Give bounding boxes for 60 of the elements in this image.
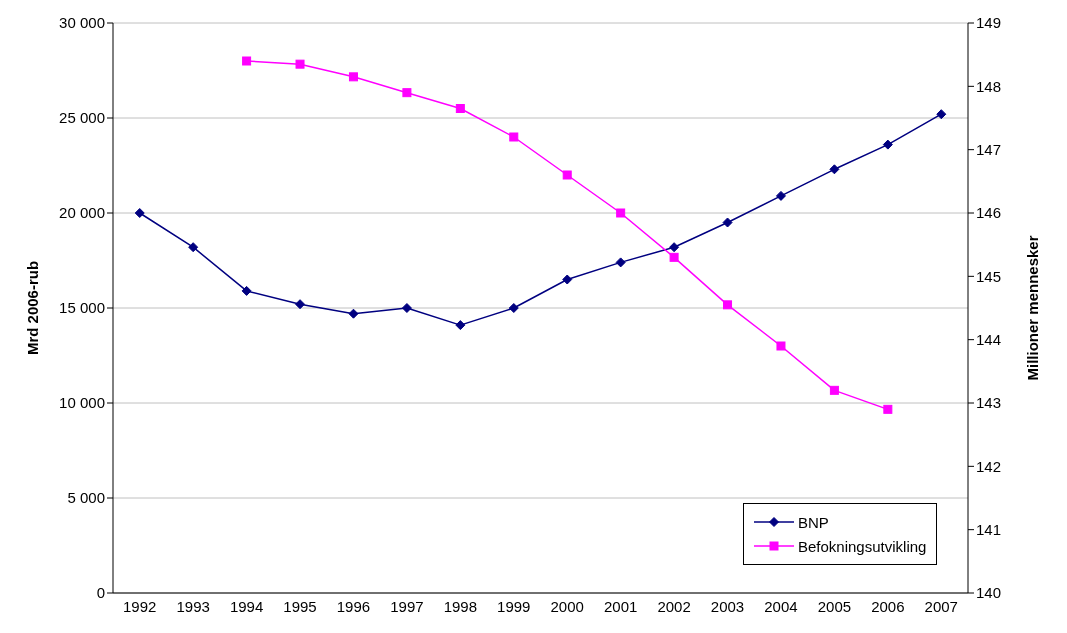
point: [562, 170, 572, 180]
point: [455, 320, 466, 331]
point: [723, 300, 733, 310]
y-tick-label: 5 000: [67, 489, 105, 507]
x-tick-label: 2003: [710, 597, 745, 615]
y2-tick-label: 146: [976, 204, 1002, 222]
x-tick-label: 2002: [657, 597, 691, 615]
y-tick-label: 0: [96, 584, 105, 602]
x-tick-label: 2001: [603, 597, 638, 615]
y2-tick-label: 147: [976, 140, 1002, 158]
x-tick-label: 1995: [283, 597, 317, 615]
point: [616, 208, 626, 218]
y2-tick-label: 145: [976, 267, 1002, 285]
point: [722, 217, 733, 228]
point: [615, 257, 626, 268]
point: [776, 341, 786, 351]
y2-tick-label: 140: [976, 584, 1002, 602]
y-tick-label: 20 000: [59, 204, 105, 222]
point: [242, 56, 252, 66]
x-tick-label: 2006: [871, 597, 905, 615]
legend-label: BNP: [798, 513, 829, 531]
x-tick-label: 1994: [229, 597, 264, 615]
point: [241, 285, 252, 296]
y-tick-label: 30 000: [59, 14, 105, 32]
x-tick-label: 1993: [176, 597, 210, 615]
y2-tick-label: 142: [976, 457, 1002, 475]
x-tick-label: 2007: [924, 597, 958, 615]
point: [829, 385, 839, 395]
point: [936, 109, 947, 120]
point: [348, 72, 358, 82]
point: [562, 274, 573, 285]
point: [134, 208, 145, 218]
point: [508, 303, 519, 313]
x-tick-label: 1998: [443, 597, 478, 615]
x-tick-label: 2000: [550, 597, 584, 615]
y2-tick-label: 148: [976, 77, 1002, 95]
x-tick-label: 2005: [817, 597, 852, 615]
point: [348, 308, 359, 319]
y-tick-label: 15 000: [59, 299, 105, 317]
x-tick-label: 1996: [336, 597, 371, 615]
y2-tick-label: 149: [976, 14, 1002, 32]
point: [669, 252, 679, 262]
y2-tick-label: 144: [976, 330, 1002, 348]
point: [882, 139, 893, 150]
point: [455, 104, 465, 113]
x-tick-label: 1992: [123, 597, 157, 615]
legend-label: Befokningsutvikling: [798, 537, 927, 555]
y2-tick-label: 143: [976, 394, 1002, 412]
y-tick-label: 25 000: [59, 109, 105, 127]
y2-axis-title: Millioner mennesker: [1024, 235, 1042, 381]
x-tick-label: 1997: [390, 597, 424, 615]
point: [401, 303, 412, 313]
point: [295, 299, 306, 310]
point: [883, 404, 893, 414]
point: [295, 59, 305, 69]
y2-tick-label: 141: [976, 520, 1002, 538]
x-tick-label: 1999: [497, 597, 531, 615]
x-tick-label: 2004: [764, 597, 798, 615]
y-tick-label: 10 000: [59, 394, 105, 412]
y-axis-title: Mrd 2006-rub: [24, 260, 42, 356]
